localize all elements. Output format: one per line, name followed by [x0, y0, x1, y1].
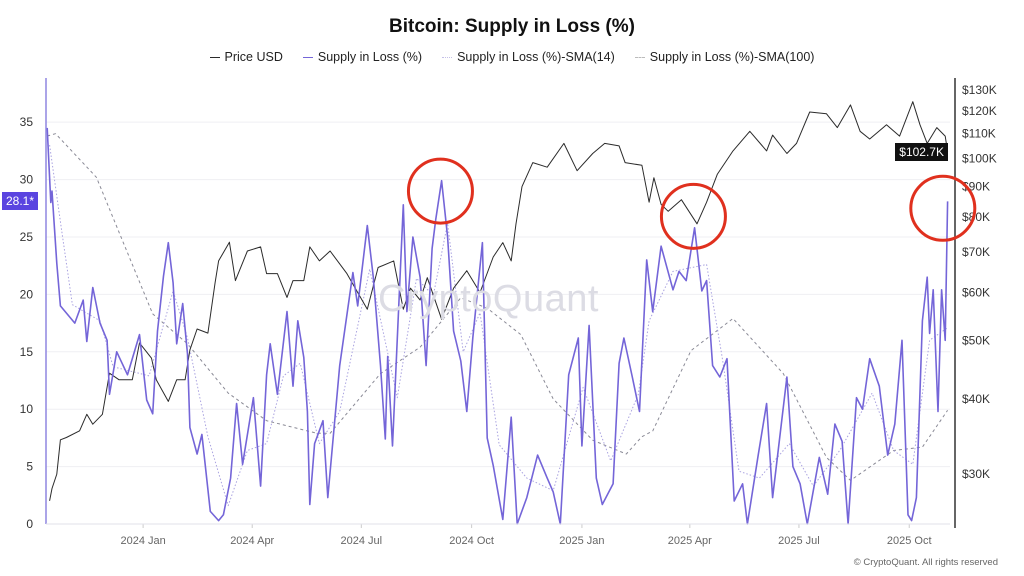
right-tick-label: $40K	[962, 392, 990, 406]
annotation-circle	[659, 182, 727, 250]
left-tick-label: 30	[20, 173, 34, 187]
right-tick-label: $110K	[962, 127, 996, 141]
left-tick-label: 10	[20, 402, 34, 416]
annotations	[406, 157, 977, 250]
chart-title: Bitcoin: Supply in Loss (%)	[389, 16, 635, 37]
right-tick-label: $50K	[962, 333, 990, 347]
left-tick-label: 20	[20, 287, 34, 301]
x-tick-label: 2025 Oct	[887, 535, 932, 547]
right-tick-label: $30K	[962, 467, 990, 481]
right-tick-label: $70K	[962, 245, 990, 259]
left-tick-label: 25	[20, 230, 34, 244]
supply-in-loss-line	[46, 127, 949, 525]
x-tick-label: 2025 Jul	[778, 535, 820, 547]
annotation-circle	[909, 174, 977, 242]
legend-swatch	[302, 56, 313, 58]
legend-item-sma100[interactable]: Supply in Loss (%)-SMA(100)	[634, 50, 815, 64]
right-tick-label: $80K	[962, 210, 990, 224]
legend-swatch	[442, 56, 453, 58]
sma100-line	[47, 133, 949, 481]
legend-item-sma14[interactable]: Supply in Loss (%)-SMA(14)	[442, 50, 615, 64]
right-tick-label: $130K	[962, 83, 997, 97]
legend-item-supply[interactable]: Supply in Loss (%)	[302, 50, 423, 64]
legend-label: Supply in Loss (%)	[317, 50, 423, 64]
watermark-logo: CryptoQuant	[378, 278, 599, 320]
price-line	[49, 101, 949, 501]
x-tick-label: 2024 Jan	[120, 535, 165, 547]
legend-item-price[interactable]: Price USD	[209, 50, 283, 64]
x-tick-label: 2025 Apr	[668, 535, 712, 547]
left-tick-label: 35	[20, 115, 34, 129]
last-value-badge-price: $102.7K	[895, 142, 948, 161]
x-tick-label: 2024 Apr	[230, 535, 274, 547]
grid	[46, 121, 950, 525]
x-tick-label: 2024 Jul	[341, 535, 383, 547]
axes: 05101520253035$30K$40K$50K$60K$70K$80K$9…	[20, 78, 997, 547]
legend-label: Supply in Loss (%)-SMA(100)	[649, 50, 815, 64]
last-value-badge-supply: 28.1*	[2, 192, 39, 211]
right-tick-label: $120K	[962, 104, 997, 118]
legend-label: Price USD	[224, 50, 283, 64]
series-lines	[46, 101, 949, 525]
x-tick-label: 2024 Oct	[449, 535, 494, 547]
left-tick-label: 5	[26, 460, 33, 474]
x-tick-label: 2025 Jan	[559, 535, 604, 547]
annotation-circle	[406, 157, 474, 225]
legend-swatch	[209, 56, 220, 58]
legend: Price USD Supply in Loss (%) Supply in L…	[0, 50, 1024, 64]
left-tick-label: 0	[26, 517, 33, 531]
right-tick-label: $60K	[962, 286, 990, 300]
right-tick-label: $100K	[962, 152, 997, 166]
legend-label: Supply in Loss (%)-SMA(14)	[457, 50, 615, 64]
copyright-footer: © CryptoQuant. All rights reserved	[853, 557, 998, 568]
legend-swatch	[634, 56, 645, 58]
left-tick-label: 15	[20, 345, 34, 359]
